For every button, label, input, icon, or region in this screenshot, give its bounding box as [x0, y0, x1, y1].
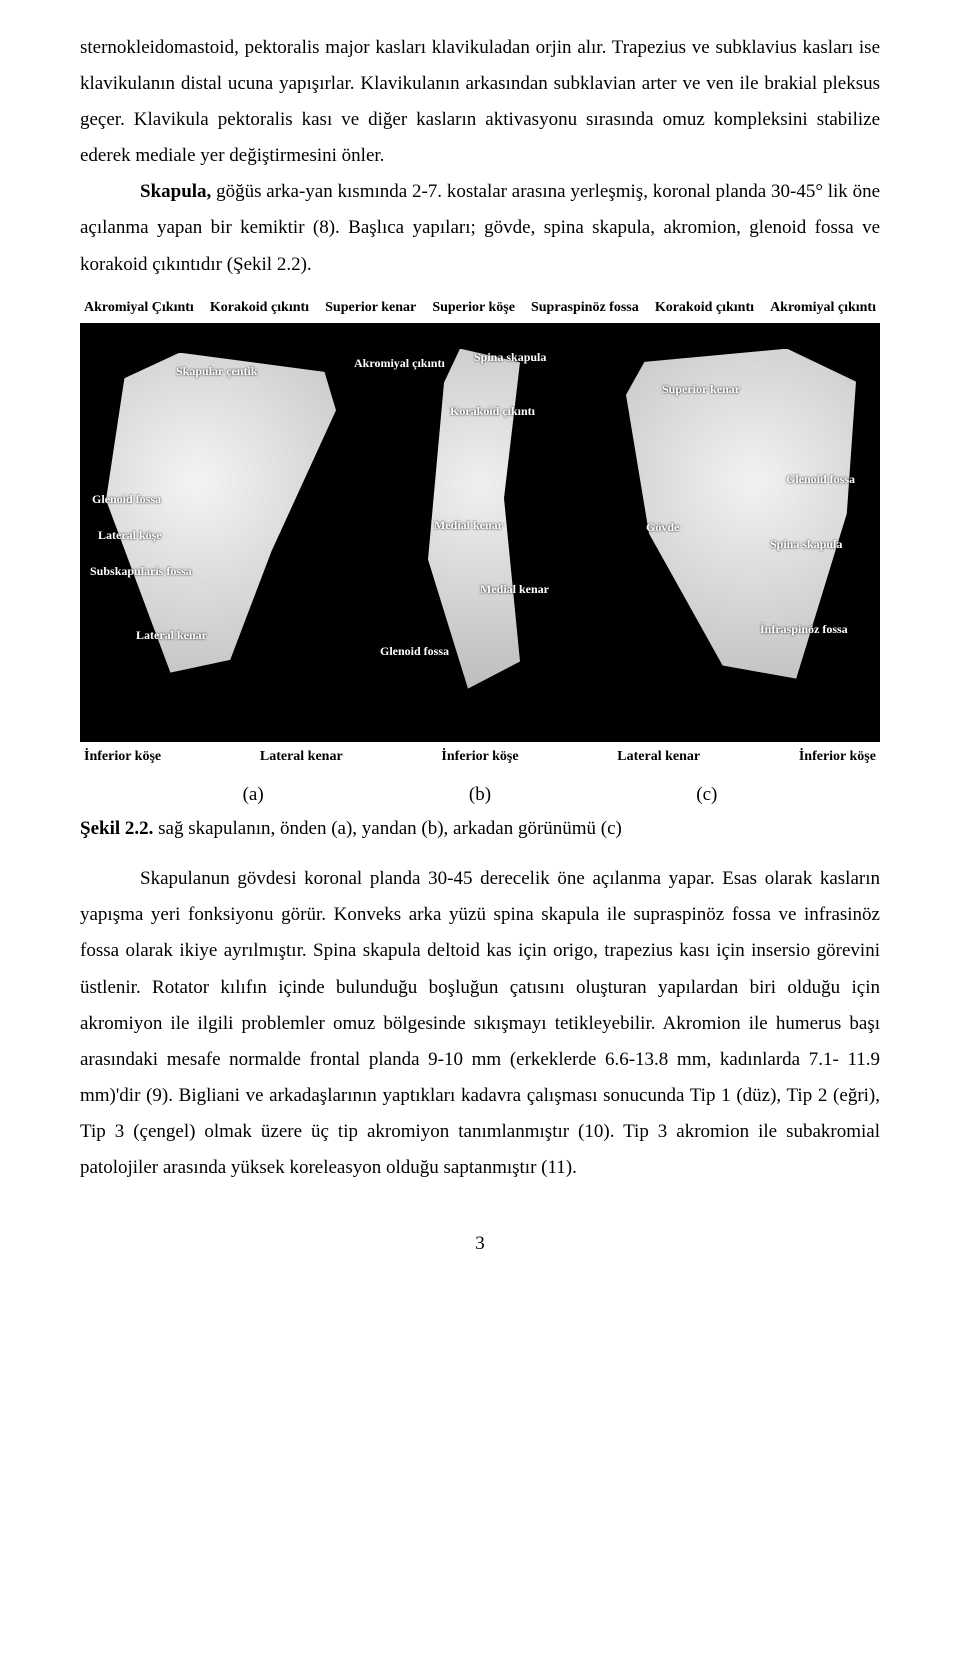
- anatomy-label: Spina skapula: [770, 538, 842, 551]
- abc-c: (c): [696, 777, 717, 813]
- top-label: Korakoid çıkıntı: [210, 295, 309, 322]
- paragraph-1: sternokleidomastoid, pektoralis major ka…: [80, 30, 880, 174]
- figure-2-2: Akromiyal Çıkıntı Korakoid çıkıntı Super…: [80, 293, 880, 844]
- top-label: Akromiyal Çıkıntı: [84, 295, 194, 322]
- p2-lead-bold: Skapula,: [140, 181, 211, 202]
- anatomy-label: Gövde: [646, 521, 679, 534]
- caption-lead: Şekil 2.2.: [80, 818, 153, 839]
- scapula-anterior-shape: [106, 353, 336, 673]
- bottom-label: İnferior köşe: [441, 744, 518, 771]
- anatomy-label: Korakoid çıkıntı: [450, 405, 535, 418]
- bottom-label: Lateral kenar: [617, 744, 700, 771]
- figure-top-labels-row: Akromiyal Çıkıntı Korakoid çıkıntı Super…: [80, 293, 880, 324]
- anatomy-label: Glenoid fossa: [380, 645, 449, 658]
- anatomy-label: İnfraspinöz fossa: [760, 623, 848, 636]
- paragraph-2: Skapula, göğüs arka-yan kısmında 2-7. ko…: [80, 174, 880, 282]
- figure-bottom-labels-row: İnferior köşe Lateral kenar İnferior köş…: [80, 742, 880, 773]
- top-label: Supraspinöz fossa: [531, 295, 639, 322]
- anatomy-label: Glenoid fossa: [786, 473, 855, 486]
- bottom-label: İnferior köşe: [84, 744, 161, 771]
- bottom-label: Lateral kenar: [260, 744, 343, 771]
- top-label: Superior kenar: [325, 295, 416, 322]
- top-label: Korakoid çıkıntı: [655, 295, 754, 322]
- anatomy-label: Spina skapula: [474, 351, 546, 364]
- anatomy-label: Medial kenar: [434, 519, 503, 532]
- anatomy-label: Akromiyal çıkıntı: [354, 357, 445, 370]
- top-label: Superior köşe: [432, 295, 515, 322]
- anatomy-label: Subskapularis fossa: [90, 565, 192, 578]
- anatomy-label: Superior kenar: [662, 383, 740, 396]
- abc-a: (a): [243, 777, 264, 813]
- anatomy-label: Lateral kenar: [136, 629, 207, 642]
- figure-abc-row: (a) (b) (c): [80, 773, 880, 813]
- figure-image: Akromiyal Çıkıntı Korakoid çıkıntı Super…: [80, 293, 880, 773]
- anatomy-label: Lateral köşe: [98, 529, 162, 542]
- anatomy-label: Glenoid fossa: [92, 493, 161, 506]
- caption-text: sağ skapulanın, önden (a), yandan (b), a…: [153, 818, 622, 839]
- figure-caption: Şekil 2.2. sağ skapulanın, önden (a), ya…: [80, 815, 880, 844]
- abc-b: (b): [469, 777, 491, 813]
- paragraph-3: Skapulanun gövdesi koronal planda 30-45 …: [80, 861, 880, 1186]
- anatomy-label: Medial kenar: [480, 583, 549, 596]
- page-number: 3: [80, 1226, 880, 1262]
- top-label: Akromiyal çıkıntı: [770, 295, 876, 322]
- bottom-label: İnferior köşe: [799, 744, 876, 771]
- anatomy-label: Skapular çentik: [176, 365, 257, 378]
